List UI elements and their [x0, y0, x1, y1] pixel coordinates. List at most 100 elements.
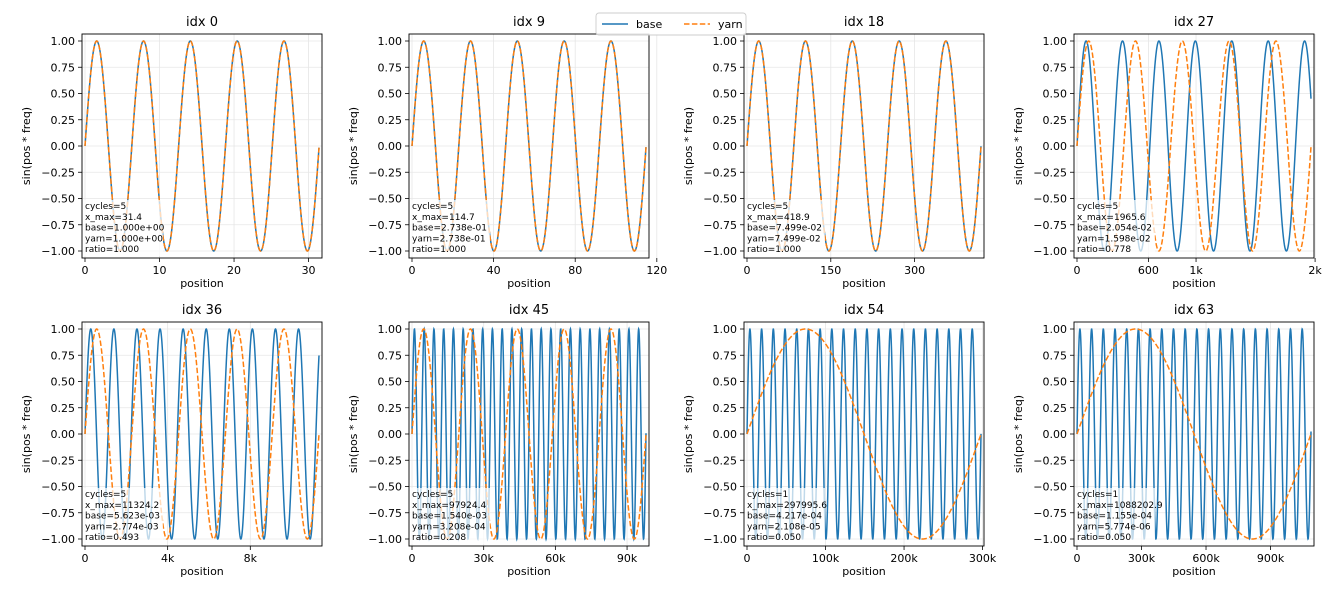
y-tick-label-3: −0.25 — [368, 454, 402, 467]
subplot-1: cycles=5x_max=114.7base=2.738e-01yarn=2.… — [347, 15, 667, 290]
annotation-line-4: ratio=1.000 — [747, 245, 801, 255]
subplot-7: cycles=1x_max=1088202.9base=1.155e-04yar… — [1012, 303, 1315, 578]
x-tick-label-1: 4k — [161, 552, 175, 565]
y-tick-label-1: −0.75 — [41, 219, 75, 232]
y-tick-label-3: −0.25 — [1033, 454, 1067, 467]
y-tick-label-0: −1.00 — [41, 533, 75, 546]
annotation-background — [745, 200, 825, 256]
y-tick-label-8: 1.00 — [1043, 35, 1068, 48]
annotation-background — [1075, 488, 1155, 544]
x-tick-label-2: 8k — [244, 552, 258, 565]
y-tick-label-3: −0.25 — [368, 166, 402, 179]
x-tick-label-0: 0 — [82, 264, 89, 277]
y-tick-label-6: 0.50 — [713, 88, 738, 101]
x-axis-label: position — [180, 565, 224, 578]
y-tick-label-5: 0.25 — [1043, 402, 1068, 415]
legend-label-base: base — [636, 18, 662, 31]
y-tick-label-5: 0.25 — [51, 114, 76, 127]
y-tick-label-6: 0.50 — [713, 376, 738, 389]
y-tick-label-7: 0.75 — [378, 349, 403, 362]
y-tick-label-6: 0.50 — [1043, 88, 1068, 101]
y-axis-label: sin(pos * freq) — [682, 107, 695, 185]
subplot-2: cycles=5x_max=418.9base=7.499e-02yarn=7.… — [682, 15, 985, 290]
y-tick-label-4: 0.00 — [713, 140, 738, 153]
y-tick-label-2: −0.50 — [41, 481, 75, 494]
y-axis-label: sin(pos * freq) — [682, 395, 695, 473]
x-tick-label-3: 120 — [646, 264, 667, 277]
x-tick-label-1: 300k — [1128, 552, 1156, 565]
y-tick-label-0: −1.00 — [703, 533, 737, 546]
annotation-background — [83, 200, 163, 256]
y-tick-label-6: 0.50 — [51, 376, 76, 389]
y-tick-label-8: 1.00 — [713, 323, 738, 336]
annotation-line-2: base=2.054e-02 — [1077, 224, 1152, 234]
annotation-background — [410, 488, 490, 544]
y-tick-label-7: 0.75 — [378, 61, 403, 74]
x-tick-label-0: 0 — [744, 264, 751, 277]
y-tick-label-4: 0.00 — [378, 140, 403, 153]
subplot-title: idx 54 — [844, 303, 884, 318]
x-tick-label-0: 0 — [409, 552, 416, 565]
annotation-background — [410, 200, 490, 256]
y-axis-label: sin(pos * freq) — [20, 395, 33, 473]
y-tick-label-8: 1.00 — [51, 35, 76, 48]
annotation-background — [83, 488, 163, 544]
annotation-line-0: cycles=5 — [85, 202, 126, 212]
x-tick-label-3: 30 — [302, 264, 316, 277]
y-tick-label-1: −0.75 — [703, 507, 737, 520]
y-tick-label-0: −1.00 — [1033, 245, 1067, 258]
y-tick-label-2: −0.50 — [1033, 193, 1067, 206]
annotation-line-1: x_max=114.7 — [412, 213, 475, 223]
series-yarn-line — [746, 328, 982, 540]
x-tick-label-3: 300k — [969, 552, 997, 565]
annotation-box: cycles=5x_max=114.7base=2.738e-01yarn=2.… — [410, 200, 490, 256]
subplot-title: idx 36 — [182, 303, 222, 318]
y-tick-label-4: 0.00 — [713, 428, 738, 441]
annotation-line-1: x_max=297995.6 — [747, 501, 827, 511]
y-tick-label-5: 0.25 — [378, 402, 403, 415]
subplot-4: cycles=5x_max=11324.2base=5.623e-03yarn=… — [20, 303, 323, 578]
annotation-line-3: yarn=1.598e-02 — [1077, 234, 1151, 244]
legend-label-yarn: yarn — [718, 18, 743, 31]
y-axis-label: sin(pos * freq) — [1012, 107, 1025, 185]
y-tick-label-7: 0.75 — [51, 349, 76, 362]
x-tick-label-0: 0 — [1074, 552, 1081, 565]
y-tick-label-8: 1.00 — [713, 35, 738, 48]
y-tick-label-1: −0.75 — [1033, 219, 1067, 232]
x-tick-label-3: 90k — [617, 552, 638, 565]
y-tick-label-1: −0.75 — [368, 507, 402, 520]
legend-frame — [595, 12, 747, 36]
x-tick-label-2: 1k — [1189, 264, 1203, 277]
annotation-box: cycles=5x_max=11324.2base=5.623e-03yarn=… — [83, 488, 163, 544]
subplot-5: cycles=5x_max=97924.4base=1.540e-03yarn=… — [347, 303, 650, 578]
annotation-line-2: base=7.499e-02 — [747, 224, 822, 234]
annotation-line-0: cycles=5 — [412, 202, 453, 212]
y-tick-label-7: 0.75 — [1043, 349, 1068, 362]
y-tick-label-5: 0.25 — [713, 402, 738, 415]
y-tick-label-3: −0.25 — [41, 166, 75, 179]
x-tick-label-1: 150 — [820, 264, 841, 277]
x-tick-label-0: 0 — [744, 552, 751, 565]
annotation-box: cycles=5x_max=1965.6base=2.054e-02yarn=1… — [1075, 200, 1155, 256]
annotation-line-4: ratio=1.000 — [412, 245, 466, 255]
annotation-line-1: x_max=31.4 — [85, 213, 142, 223]
x-tick-label-3: 900k — [1257, 552, 1285, 565]
annotation-line-0: cycles=5 — [1077, 202, 1118, 212]
subplot-3: cycles=5x_max=1965.6base=2.054e-02yarn=1… — [1012, 15, 1322, 290]
subplot-title: idx 27 — [1174, 15, 1214, 30]
x-tick-label-1: 10 — [153, 264, 167, 277]
x-tick-label-0: 0 — [1074, 264, 1081, 277]
annotation-line-3: yarn=2.738e-01 — [412, 234, 486, 244]
y-tick-label-8: 1.00 — [51, 323, 76, 336]
annotation-line-2: base=1.155e-04 — [1077, 512, 1152, 522]
annotation-line-4: ratio=0.208 — [412, 533, 466, 543]
y-tick-label-2: −0.50 — [703, 193, 737, 206]
y-tick-label-1: −0.75 — [368, 219, 402, 232]
annotation-line-2: base=2.738e-01 — [412, 224, 487, 234]
x-axis-label: position — [1172, 565, 1216, 578]
y-tick-label-0: −1.00 — [368, 533, 402, 546]
x-tick-label-1: 40 — [487, 264, 501, 277]
y-tick-label-4: 0.00 — [1043, 428, 1068, 441]
y-tick-label-4: 0.00 — [51, 140, 76, 153]
annotation-line-4: ratio=0.050 — [747, 533, 801, 543]
